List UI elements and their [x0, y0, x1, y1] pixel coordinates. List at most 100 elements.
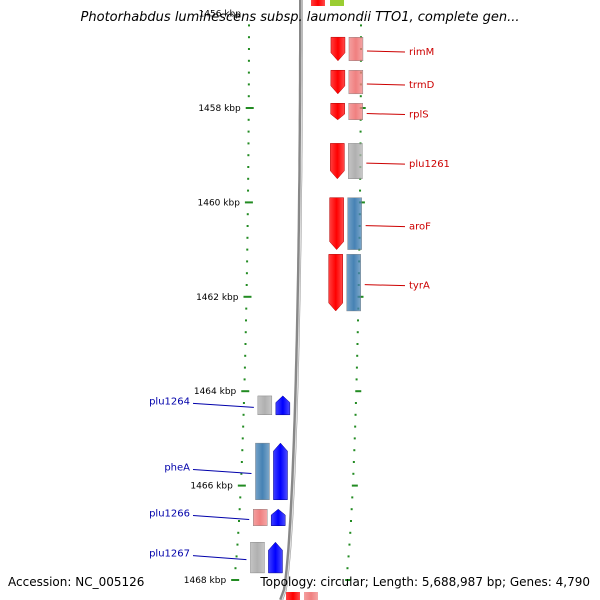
outer-tick [354, 413, 357, 416]
outer-tick [347, 555, 350, 558]
cds-block-plu1261[interactable] [348, 143, 363, 179]
gene-label-plu1264[interactable]: plu1264 [149, 396, 190, 407]
outer-tick [359, 24, 362, 27]
outer-tick [354, 425, 357, 428]
gene-label-rimM[interactable]: rimM [409, 47, 434, 58]
kbp-label: 1466 kbp [190, 482, 233, 492]
cds-block-plu1267[interactable] [250, 542, 265, 574]
gene-label-plu1266[interactable]: plu1266 [149, 508, 190, 519]
kbp-minor-tick [247, 166, 250, 168]
gene-arrow-rplS[interactable] [330, 103, 345, 121]
outer-tick [359, 189, 362, 192]
kbp-minor-tick [243, 378, 246, 381]
kbp-minor-tick [245, 284, 248, 286]
gene-arrow-partial-top [311, 0, 325, 6]
gene-arrow-partial-bottom [286, 592, 300, 600]
gene-label-rplS[interactable]: rplS [409, 110, 429, 121]
gene-arrow-trmD[interactable] [330, 69, 346, 95]
outer-tick [352, 472, 355, 475]
cds-block-rplS[interactable] [348, 103, 363, 120]
kbp-minor-tick [244, 331, 247, 334]
outer-tick [357, 319, 360, 322]
outer-tick [356, 331, 359, 334]
cds-block-rimM[interactable] [348, 37, 364, 62]
kbp-minor-tick [246, 260, 249, 263]
gene-arrow-rimM[interactable] [330, 36, 346, 62]
gene-arrow-plu1267[interactable] [268, 541, 283, 574]
gene-leader-line [366, 113, 406, 116]
gene-label-aroF[interactable]: aroF [409, 222, 431, 233]
gene-leader-line [192, 514, 250, 520]
gene-arrow-aroF[interactable] [329, 197, 344, 250]
gene-leader-line [192, 402, 254, 408]
map-title: Photorhabdus luminescens subsp. laumondi… [80, 10, 520, 25]
gene-arrow-plu1261[interactable] [330, 143, 345, 180]
kbp-minor-tick [240, 472, 243, 475]
outer-tick [348, 543, 351, 546]
genome-backbone-line [279, 0, 303, 600]
outer-tick [354, 402, 357, 404]
outer-tick [350, 508, 353, 511]
kbp-minor-tick [247, 83, 250, 86]
kbp-minor-tick [241, 437, 244, 440]
cds-block-trmD[interactable] [348, 70, 364, 95]
gene-label-trmD[interactable]: trmD [409, 80, 435, 91]
kbp-minor-tick [236, 543, 239, 546]
kbp-minor-tick [235, 555, 238, 558]
outer-tick [359, 130, 362, 133]
kbp-minor-tick [244, 354, 247, 357]
cds-block-aroF[interactable] [347, 197, 362, 250]
kbp-minor-tick [247, 95, 250, 98]
outer-tick [353, 437, 356, 440]
kbp-minor-tick [243, 366, 246, 369]
outer-tick [349, 531, 352, 534]
outer-tick [349, 520, 352, 522]
kbp-minor-tick [247, 36, 250, 39]
kbp-minor-tick [241, 449, 244, 452]
outer-tick [345, 579, 352, 581]
gene-arrow-plu1264[interactable] [275, 395, 291, 416]
genes [250, 0, 364, 600]
cds-block-plu1266[interactable] [253, 509, 268, 526]
outer-tick [359, 95, 362, 98]
kbp-minor-tick [237, 520, 240, 522]
outer-tick [355, 390, 362, 393]
kbp-minor-tick [242, 402, 245, 404]
kbp-minor-tick [247, 177, 250, 180]
gene-leader-line [192, 468, 252, 474]
kbp-minor-tick [247, 59, 250, 62]
kbp-label: 1460 kbp [198, 198, 241, 208]
outer-tick [346, 567, 349, 570]
kbp-minor-tick [245, 307, 248, 310]
cds-block-tyrA[interactable] [346, 254, 361, 312]
outer-tick [356, 343, 359, 345]
kbp-minor-tick [238, 508, 241, 511]
gene-leader-line [366, 162, 406, 165]
gene-arrow-plu1266[interactable] [270, 508, 286, 526]
kbp-minor-tick [247, 154, 250, 157]
cds-block-plu1264[interactable] [257, 395, 273, 416]
gene-label-tyrA[interactable]: tyrA [409, 281, 430, 292]
kbp-label: 1456 kbp [199, 10, 242, 20]
gene-label-pheA[interactable]: pheA [164, 462, 190, 473]
gene-arrow-pheA[interactable] [273, 442, 288, 501]
gene-arrow-tyrA[interactable] [328, 254, 343, 312]
gene-labels: rimM trmD rplS plu1261 aroF tyrA plu1264 pheA pl… [149, 47, 450, 561]
gene-label-plu1261[interactable]: plu1261 [409, 159, 450, 170]
kbp-minor-tick [247, 48, 250, 50]
cds-block-partial-top [330, 0, 344, 6]
outer-tick [355, 366, 358, 369]
outer-tick [353, 449, 356, 452]
kbp-minor-tick [242, 425, 245, 428]
kbp-label: 1468 kbp [184, 576, 227, 586]
kbp-minor-tick [247, 24, 250, 27]
cds-block-pheA[interactable] [255, 442, 270, 500]
kbp-minor-tick [239, 496, 242, 499]
kbp-minor-tick [246, 236, 249, 239]
kbp-ticks: 1456 kbp 1458 kbp 1460 kbp 1462 kbp 1464 kbp… [184, 10, 366, 586]
gene-label-plu1267[interactable]: plu1267 [149, 549, 190, 560]
kbp-minor-tick [247, 118, 250, 121]
outer-tick [356, 354, 359, 357]
genome-backbone-highlight [281, 0, 303, 600]
